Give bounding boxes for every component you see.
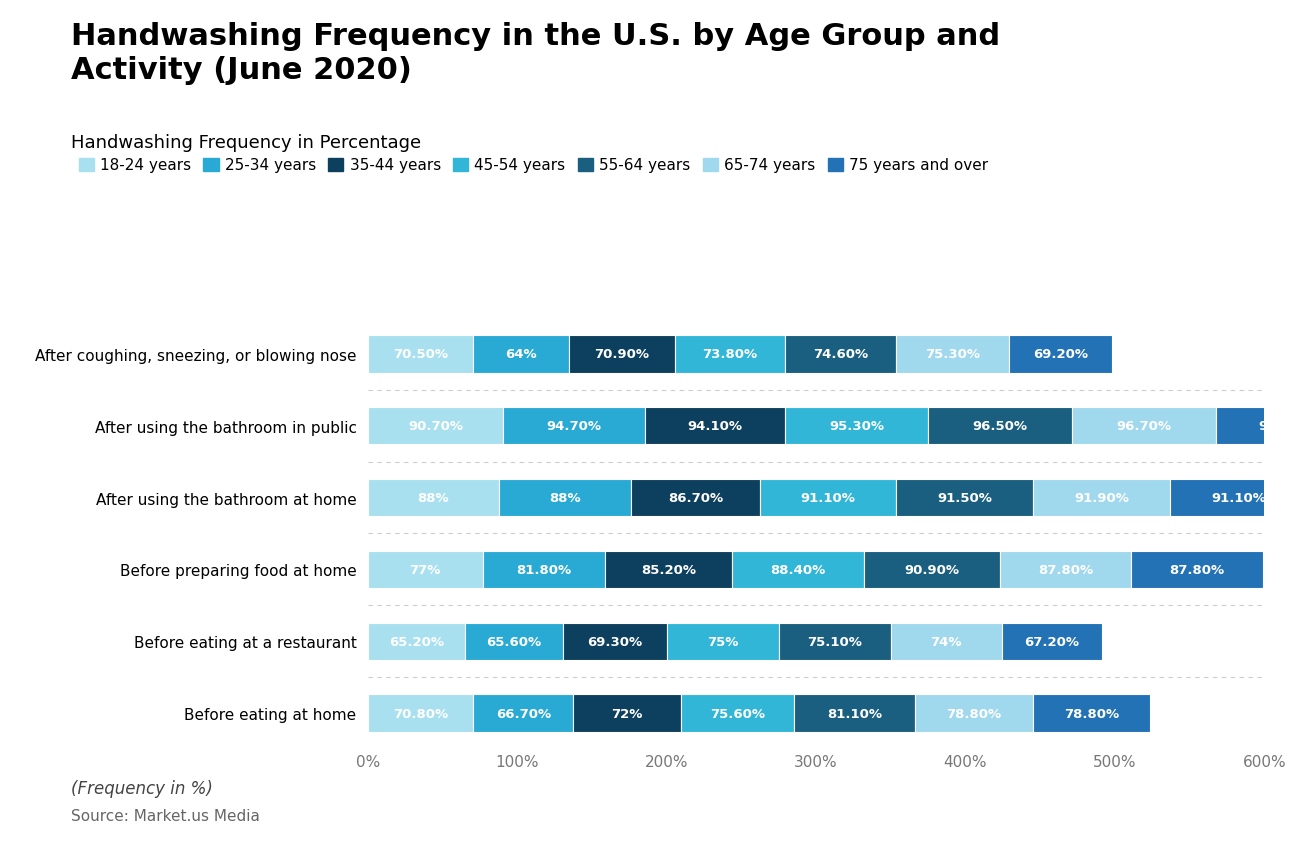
Text: 94.70%: 94.70% <box>547 419 601 433</box>
Bar <box>1170 480 1290 517</box>
Bar <box>368 336 473 373</box>
Bar <box>928 407 1072 445</box>
Bar <box>897 336 1009 373</box>
Text: 93.50%: 93.50% <box>1259 419 1290 433</box>
Text: 72%: 72% <box>611 707 642 720</box>
Text: 88%: 88% <box>418 492 449 505</box>
Text: 90.90%: 90.90% <box>904 563 960 576</box>
Text: 91.50%: 91.50% <box>938 492 992 505</box>
Bar <box>786 407 928 445</box>
Text: 73.80%: 73.80% <box>702 348 757 361</box>
Text: 65.60%: 65.60% <box>486 635 542 648</box>
Bar <box>1131 551 1263 588</box>
Bar <box>667 623 779 660</box>
Text: Source: Market.us Media: Source: Market.us Media <box>71 808 259 822</box>
Bar <box>368 480 499 517</box>
Bar <box>1001 623 1102 660</box>
Text: 78.80%: 78.80% <box>1064 707 1118 720</box>
Text: 86.70%: 86.70% <box>668 492 722 505</box>
Bar <box>631 480 760 517</box>
Bar <box>793 695 915 732</box>
Bar <box>779 623 891 660</box>
Text: 70.50%: 70.50% <box>393 348 448 361</box>
Text: 87.80%: 87.80% <box>1038 563 1094 576</box>
Bar <box>897 480 1033 517</box>
Text: 96.50%: 96.50% <box>973 419 1027 433</box>
Bar <box>675 336 784 373</box>
Bar <box>368 407 503 445</box>
Bar <box>564 623 667 660</box>
Bar <box>1072 407 1216 445</box>
Text: 94.10%: 94.10% <box>688 419 743 433</box>
Text: 78.80%: 78.80% <box>946 707 1001 720</box>
Text: 75.30%: 75.30% <box>925 348 980 361</box>
Text: 88%: 88% <box>550 492 580 505</box>
Text: 87.80%: 87.80% <box>1170 563 1224 576</box>
Text: 91.10%: 91.10% <box>1211 492 1265 505</box>
Bar <box>368 551 482 588</box>
Text: 91.10%: 91.10% <box>801 492 855 505</box>
Text: 75%: 75% <box>707 635 738 648</box>
Bar <box>681 695 793 732</box>
Text: 64%: 64% <box>504 348 537 361</box>
Bar <box>1216 407 1290 445</box>
Bar <box>1033 480 1170 517</box>
Bar <box>760 480 897 517</box>
Text: 96.70%: 96.70% <box>1117 419 1171 433</box>
Text: 65.20%: 65.20% <box>388 635 444 648</box>
Bar <box>499 480 631 517</box>
Text: 95.30%: 95.30% <box>829 419 884 433</box>
Bar <box>1000 551 1131 588</box>
Text: 66.70%: 66.70% <box>495 707 551 720</box>
Legend: 18-24 years, 25-34 years, 35-44 years, 45-54 years, 55-64 years, 65-74 years, 75: 18-24 years, 25-34 years, 35-44 years, 4… <box>79 158 988 173</box>
Bar <box>473 336 569 373</box>
Text: 74%: 74% <box>930 635 962 648</box>
Text: 90.70%: 90.70% <box>408 419 463 433</box>
Bar <box>573 695 681 732</box>
Text: (Frequency in %): (Frequency in %) <box>71 779 213 797</box>
Bar <box>864 551 1000 588</box>
Text: 67.20%: 67.20% <box>1024 635 1080 648</box>
Text: 70.90%: 70.90% <box>595 348 649 361</box>
Text: 81.10%: 81.10% <box>827 707 882 720</box>
Bar <box>784 336 897 373</box>
Bar <box>473 695 573 732</box>
Bar <box>368 623 466 660</box>
Text: 70.80%: 70.80% <box>393 707 448 720</box>
Text: Handwashing Frequency in Percentage: Handwashing Frequency in Percentage <box>71 133 421 152</box>
Bar <box>891 623 1001 660</box>
Text: 75.10%: 75.10% <box>808 635 862 648</box>
Bar <box>915 695 1032 732</box>
Bar <box>605 551 733 588</box>
Bar <box>503 407 645 445</box>
Bar <box>482 551 605 588</box>
Bar <box>466 623 564 660</box>
Text: 77%: 77% <box>409 563 441 576</box>
Text: 85.20%: 85.20% <box>641 563 697 576</box>
Text: 91.90%: 91.90% <box>1075 492 1129 505</box>
Bar <box>733 551 864 588</box>
Text: 88.40%: 88.40% <box>770 563 826 576</box>
Text: 69.20%: 69.20% <box>1033 348 1087 361</box>
Bar <box>1032 695 1151 732</box>
Text: 69.30%: 69.30% <box>587 635 642 648</box>
Text: 75.60%: 75.60% <box>710 707 765 720</box>
Bar <box>645 407 786 445</box>
Text: 74.60%: 74.60% <box>813 348 868 361</box>
Text: Handwashing Frequency in the U.S. by Age Group and
Activity (June 2020): Handwashing Frequency in the U.S. by Age… <box>71 22 1000 85</box>
Bar <box>368 695 473 732</box>
Bar <box>1009 336 1112 373</box>
Bar <box>569 336 675 373</box>
Text: 81.80%: 81.80% <box>516 563 571 576</box>
